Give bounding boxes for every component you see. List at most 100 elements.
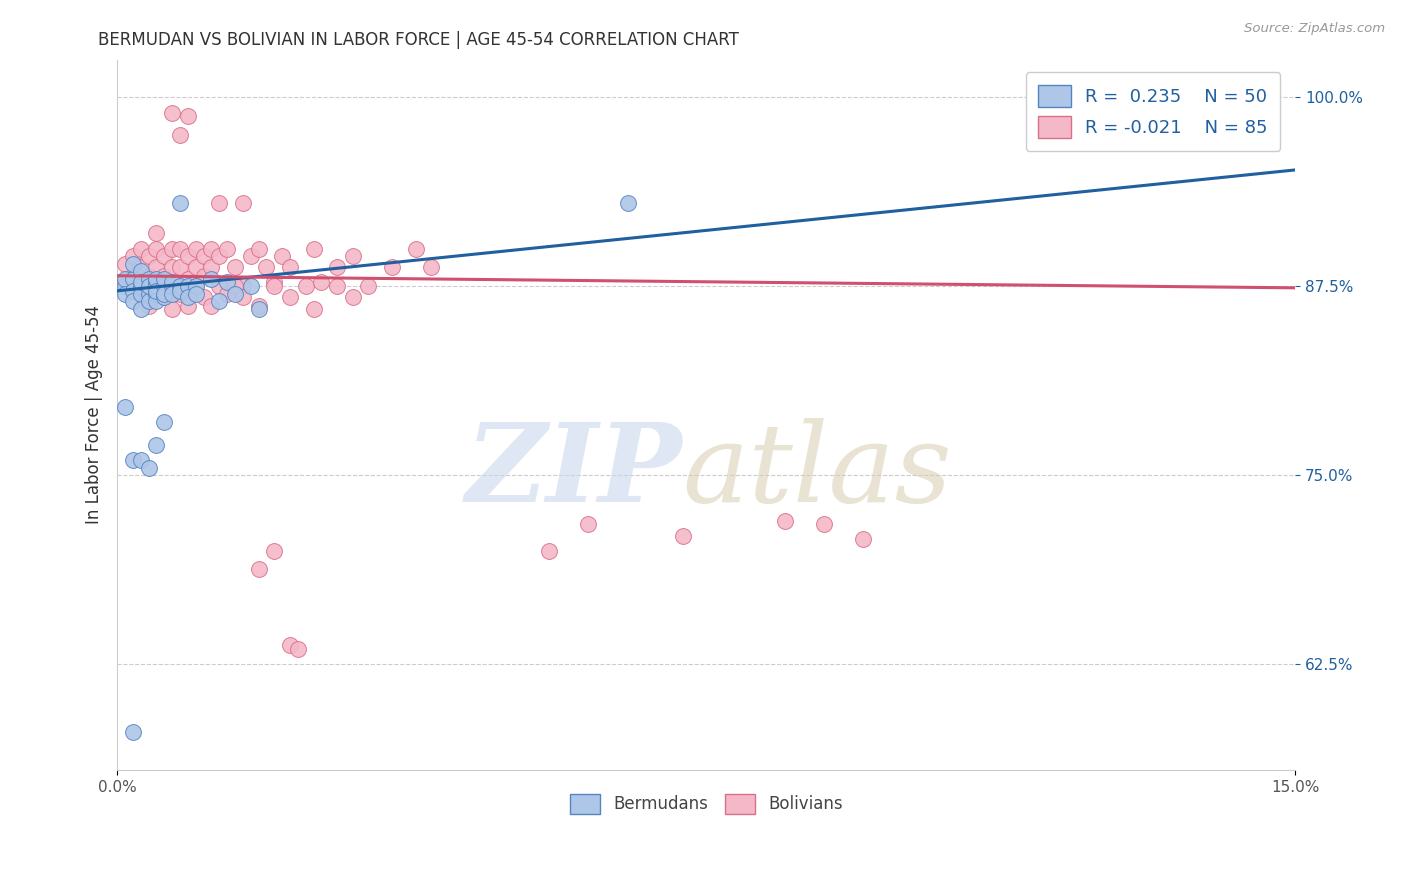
Point [263,279,285,293]
Point [114,279,136,293]
Point [311,275,333,289]
Point [184,279,207,293]
Point [271,249,294,263]
Point [247,299,270,313]
Point [122,725,145,739]
Point [153,249,176,263]
Point [813,516,835,531]
Point [114,257,136,271]
Point [160,301,183,316]
Point [138,279,160,293]
Point [145,286,167,301]
Point [114,275,136,289]
Text: BERMUDAN VS BOLIVIAN IN LABOR FORCE | AGE 45-54 CORRELATION CHART: BERMUDAN VS BOLIVIAN IN LABOR FORCE | AG… [98,31,740,49]
Point [122,268,145,283]
Point [193,268,215,283]
Point [138,299,160,313]
Point [169,286,191,301]
Point [177,272,200,286]
Point [169,128,191,143]
Point [672,529,695,543]
Point [145,260,167,274]
Point [208,249,231,263]
Point [153,415,176,429]
Point [138,249,160,263]
Point [239,249,262,263]
Point [200,242,222,256]
Point [129,260,152,274]
Point [177,299,200,313]
Point [129,286,152,301]
Point [138,294,160,309]
Point [208,279,231,293]
Point [129,301,152,316]
Point [287,642,309,657]
Point [420,260,443,274]
Point [129,279,152,293]
Point [122,272,145,286]
Point [145,227,167,241]
Point [326,260,349,274]
Point [342,249,364,263]
Point [538,544,561,558]
Point [254,260,277,274]
Point [217,242,239,256]
Point [169,196,191,211]
Point [278,290,301,304]
Point [224,279,246,293]
Point [160,275,183,289]
Point [145,275,167,289]
Point [169,260,191,274]
Point [263,544,285,558]
Point [129,279,152,293]
Point [160,279,183,293]
Point [138,272,160,286]
Text: atlas: atlas [683,417,952,525]
Point [145,272,167,286]
Point [239,279,262,293]
Point [153,290,176,304]
Point [217,286,239,301]
Point [200,260,222,274]
Point [145,284,167,298]
Point [302,242,325,256]
Point [177,249,200,263]
Point [153,290,176,304]
Point [138,286,160,301]
Point [129,264,152,278]
Point [278,260,301,274]
Point [342,290,364,304]
Point [232,290,254,304]
Point [177,290,200,304]
Point [169,279,191,293]
Point [145,242,167,256]
Point [145,294,167,309]
Point [129,453,152,467]
Legend: Bermudans, Bolivians: Bermudans, Bolivians [558,782,855,826]
Point [278,638,301,652]
Point [177,279,200,293]
Point [263,275,285,289]
Point [616,196,638,211]
Point [169,279,191,293]
Point [153,290,176,304]
Point [114,286,136,301]
Point [294,279,316,293]
Point [326,279,349,293]
Point [357,279,380,293]
Point [184,242,207,256]
Point [169,284,191,298]
Point [145,438,167,452]
Point [184,286,207,301]
Point [200,299,222,313]
Text: ZIP: ZIP [465,417,683,525]
Point [193,290,215,304]
Point [224,286,246,301]
Point [193,249,215,263]
Point [208,294,231,309]
Point [217,275,239,289]
Point [184,260,207,274]
Point [129,275,152,289]
Point [247,301,270,316]
Point [129,286,152,301]
